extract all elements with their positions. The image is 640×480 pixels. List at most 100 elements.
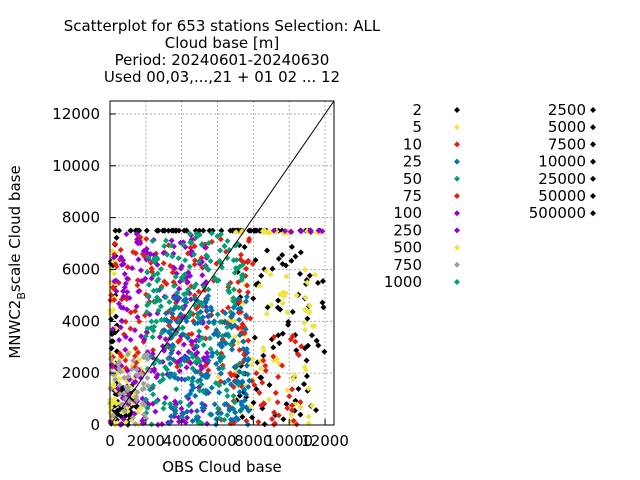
data-point [124, 387, 131, 394]
data-point [243, 265, 250, 272]
legend-marker [590, 193, 596, 199]
data-point [231, 322, 238, 329]
x-tick-label: 4000 [163, 432, 201, 450]
data-point [153, 287, 160, 294]
data-point [236, 287, 243, 294]
data-point [121, 284, 128, 291]
data-point [144, 356, 151, 363]
data-point [209, 349, 216, 356]
data-point [120, 257, 127, 264]
data-point [116, 336, 123, 343]
data-point [136, 318, 143, 325]
data-point [274, 399, 281, 406]
data-point [121, 408, 128, 415]
data-point [255, 418, 262, 425]
data-point [230, 304, 237, 311]
y-axis-label-rest: scale Cloud base [6, 165, 24, 292]
data-point [117, 368, 124, 375]
legend-label: 100 [393, 204, 422, 222]
title-line-4: Used 00,03,...,21 + 01 02 ... 12 [104, 68, 340, 86]
data-point [265, 396, 272, 403]
data-point [244, 349, 251, 356]
data-point [172, 410, 179, 417]
data-point [155, 227, 162, 234]
data-point [211, 318, 218, 325]
data-point [146, 281, 153, 288]
data-point [137, 370, 144, 377]
data-point [158, 266, 165, 273]
data-point [153, 294, 160, 301]
data-point [307, 228, 314, 235]
data-point [117, 246, 124, 253]
data-point [216, 258, 223, 265]
legend-marker [454, 158, 460, 165]
data-point [144, 302, 151, 309]
data-point [262, 367, 269, 374]
data-point [161, 243, 168, 250]
title-line-1: Scatterplot for 653 stations Selection: … [64, 17, 381, 35]
data-point [170, 306, 177, 313]
data-point [144, 375, 151, 382]
data-point [251, 382, 258, 389]
y-tick-label: 8000 [62, 209, 100, 227]
data-point [181, 271, 188, 278]
data-point [242, 391, 249, 398]
data-point [203, 324, 210, 331]
data-point [196, 258, 203, 265]
data-point [301, 306, 308, 313]
data-point [213, 360, 220, 367]
data-point [199, 404, 206, 411]
data-point [245, 356, 252, 363]
data-point [108, 345, 115, 352]
data-point [188, 330, 195, 337]
data-point [315, 227, 322, 234]
y-axis-label: MNWC2Bscale Cloud base [6, 165, 28, 358]
legend-label: 7500 [548, 135, 586, 153]
data-point [238, 257, 245, 264]
data-point [200, 341, 207, 348]
data-point [168, 325, 175, 332]
data-point [275, 412, 282, 419]
data-point [166, 299, 173, 306]
data-point [130, 249, 137, 256]
data-point [206, 312, 213, 319]
data-point [142, 333, 149, 340]
data-point [217, 319, 224, 326]
data-point [137, 375, 144, 382]
data-point [246, 377, 253, 384]
data-point [313, 407, 320, 414]
data-point [302, 326, 309, 333]
data-point [268, 301, 275, 308]
data-point [244, 371, 251, 378]
data-point [109, 412, 116, 419]
data-point [227, 416, 234, 423]
data-point [183, 393, 190, 400]
data-point [134, 282, 141, 289]
data-point [140, 411, 147, 418]
data-point [178, 405, 185, 412]
data-point [150, 382, 157, 389]
data-point [143, 245, 150, 252]
data-point [133, 393, 140, 400]
data-point [141, 352, 148, 359]
data-point [247, 315, 254, 322]
data-point [248, 361, 255, 368]
data-point [121, 270, 128, 277]
data-point [169, 310, 176, 317]
data-point [302, 294, 309, 301]
title-line-2: Cloud base [m] [165, 34, 279, 52]
data-point [223, 387, 230, 394]
diagonal-line [109, 100, 335, 426]
data-point [122, 333, 129, 340]
data-point [142, 275, 149, 282]
data-point [243, 404, 250, 411]
data-point [236, 368, 243, 375]
data-point [164, 251, 171, 258]
legend-marker [590, 158, 596, 165]
data-point [167, 360, 174, 367]
data-point [241, 397, 248, 404]
data-point [297, 399, 304, 406]
data-point [230, 338, 237, 345]
